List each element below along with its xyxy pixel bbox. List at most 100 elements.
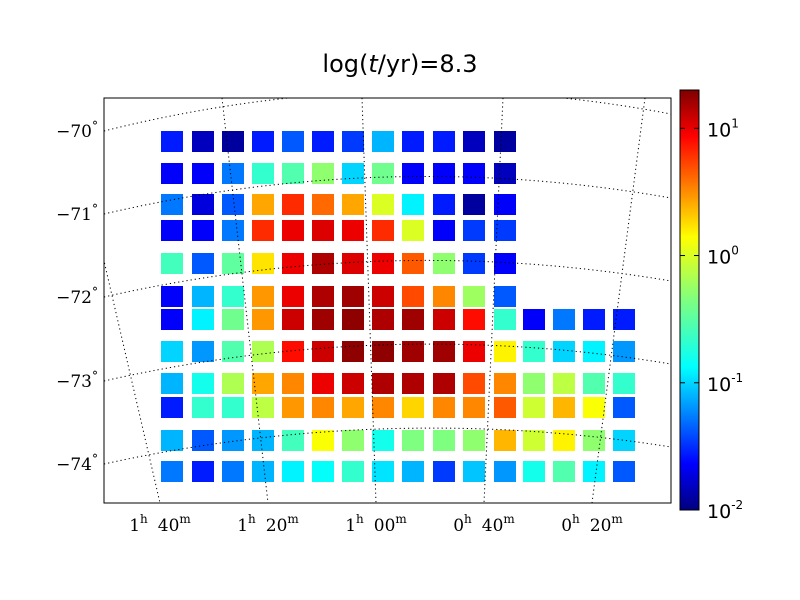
heatmap-cell (494, 461, 516, 482)
heatmap-cell (463, 397, 485, 418)
heatmap-cell (372, 430, 394, 451)
heatmap-cell (553, 309, 575, 330)
heatmap-cell (553, 397, 575, 418)
heatmap-cell (433, 430, 455, 451)
heatmap-cell (252, 163, 274, 184)
heatmap-cell (192, 309, 214, 330)
heatmap-cell (494, 430, 516, 451)
heatmap-cell (494, 253, 516, 274)
heatmap-cell (463, 373, 485, 394)
heatmap-cell (161, 220, 183, 241)
ra-grid-line (221, 98, 269, 503)
heatmap-cell (463, 461, 485, 482)
heatmap-cells (161, 131, 635, 482)
dec-grid-line (104, 98, 671, 132)
heatmap-cell (192, 220, 214, 241)
heatmap-cell (613, 309, 635, 330)
ra-grid-line (361, 98, 377, 503)
heatmap-cell (553, 341, 575, 362)
heatmap-cell (161, 341, 183, 362)
dec-tick-label: −73° (56, 369, 98, 392)
colorbar-tick-label: 10-2 (707, 498, 743, 523)
ra-tick-label: 0h 40m (453, 512, 515, 536)
heatmap-cell (312, 430, 334, 451)
heatmap-cell (222, 131, 244, 152)
heatmap-cell (402, 397, 424, 418)
heatmap-cell (372, 253, 394, 274)
heatmap-cell (402, 430, 424, 451)
heatmap-cell (282, 131, 304, 152)
heatmap-cell (222, 194, 244, 215)
colorbar-tick-label: 101 (707, 116, 739, 141)
heatmap-cell (161, 461, 183, 482)
heatmap-cell (613, 461, 635, 482)
heatmap-cell (402, 341, 424, 362)
heatmap-cell (553, 461, 575, 482)
dec-tick-label: −74° (56, 452, 98, 475)
heatmap-cell (161, 131, 183, 152)
heatmap-cell (463, 194, 485, 215)
heatmap-cell (433, 309, 455, 330)
heatmap-cell (312, 163, 334, 184)
heatmap-cell (433, 220, 455, 241)
heatmap-cell (342, 131, 364, 152)
heatmap-cell (372, 397, 394, 418)
heatmap-cell (252, 253, 274, 274)
heatmap-cell (222, 253, 244, 274)
heatmap-cell (282, 253, 304, 274)
heatmap-cell (312, 373, 334, 394)
heatmap-cell (494, 373, 516, 394)
dec-grid-line (104, 175, 671, 215)
heatmap-cell (583, 341, 605, 362)
ra-grid-line (104, 258, 161, 503)
heatmap-cell (372, 373, 394, 394)
heatmap-cell (252, 341, 274, 362)
heatmap-cell (312, 461, 334, 482)
heatmap-cell (523, 461, 545, 482)
heatmap-cell (523, 430, 545, 451)
heatmap-cell (583, 461, 605, 482)
plot-frame (103, 97, 672, 504)
heatmap-cell (312, 341, 334, 362)
heatmap-cell (372, 163, 394, 184)
heatmap-cell (463, 430, 485, 451)
heatmap-cell (222, 309, 244, 330)
heatmap-cell (433, 194, 455, 215)
heatmap-cell (613, 373, 635, 394)
heatmap-cell (372, 286, 394, 307)
heatmap-cell (222, 461, 244, 482)
ra-axis: 1h 40m 1h 20m 1h 00m 0h 40m 0h 20m (129, 512, 623, 536)
heatmap-cell (494, 163, 516, 184)
heatmap-cell (342, 163, 364, 184)
heatmap-cell (433, 397, 455, 418)
heatmap-cell (342, 220, 364, 241)
heatmap-cell (161, 253, 183, 274)
heatmap-cell (282, 194, 304, 215)
heatmap-cell (312, 220, 334, 241)
heatmap-cell (553, 373, 575, 394)
heatmap-cell (282, 286, 304, 307)
heatmap-cell (433, 341, 455, 362)
heatmap-cell (312, 309, 334, 330)
colorbar-ticks: 101 100 10-1 10-2 (680, 116, 743, 523)
heatmap-cell (372, 220, 394, 241)
heatmap-cell (402, 194, 424, 215)
heatmap-cell (494, 309, 516, 330)
dec-axis: −70° −71° −72° −73° −74° (56, 119, 98, 475)
dec-tick-label: −70° (56, 119, 98, 142)
heatmap-cell (161, 373, 183, 394)
heatmap-cell (433, 373, 455, 394)
dec-grid-line (104, 427, 671, 465)
heatmap-cell (282, 163, 304, 184)
heatmap-cell (433, 131, 455, 152)
heatmap-cell (523, 373, 545, 394)
chart-title: log(t/yr)=8.3 (322, 50, 477, 78)
heatmap-cell (433, 253, 455, 274)
heatmap-cell (583, 309, 605, 330)
heatmap-cell (192, 461, 214, 482)
heatmap-cell (433, 461, 455, 482)
heatmap-cell (463, 253, 485, 274)
heatmap-cell (402, 131, 424, 152)
colorbar-tick-label: 10-1 (707, 371, 743, 396)
heatmap-cell (312, 194, 334, 215)
